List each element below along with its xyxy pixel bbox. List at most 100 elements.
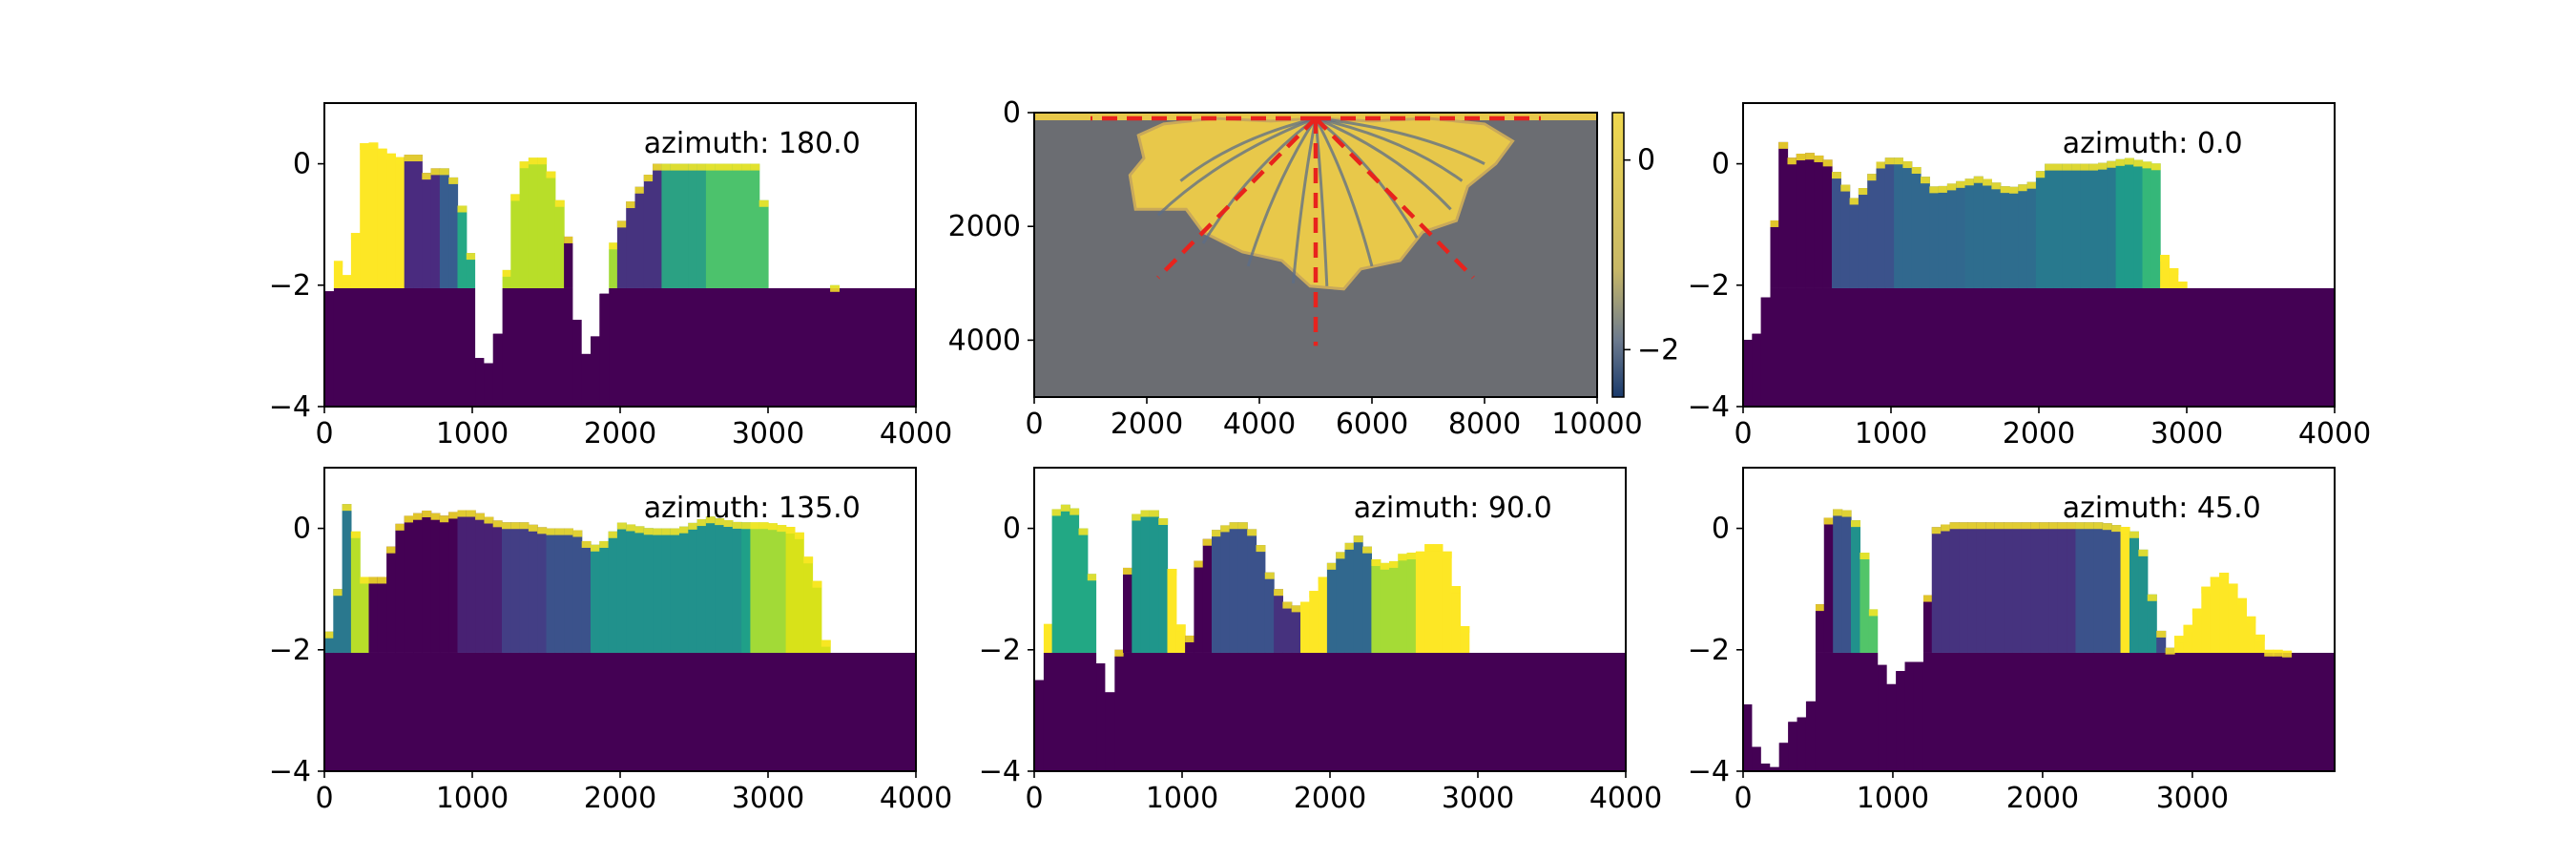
x-tick-label: 3000 <box>732 417 804 450</box>
strata-column <box>2088 163 2099 288</box>
strata-top <box>2045 163 2055 171</box>
strata-top <box>386 153 396 160</box>
strata-column <box>803 556 814 653</box>
strata-top <box>333 261 343 268</box>
strata-top <box>1132 513 1142 521</box>
strata-top <box>1291 605 1301 613</box>
strata-column <box>457 510 467 653</box>
strata-column <box>1796 154 1806 288</box>
basin-column <box>1752 746 1762 771</box>
strata-column <box>2147 594 2157 653</box>
strata-column <box>599 540 610 653</box>
strata-top <box>395 523 405 531</box>
strata-column <box>616 522 627 653</box>
strata-column <box>2156 630 2167 653</box>
strata-top <box>528 524 538 532</box>
strata-top <box>360 142 370 150</box>
strata-top <box>404 155 414 162</box>
strata-column <box>1194 560 1204 653</box>
void-column <box>1797 468 1807 718</box>
strata-column <box>333 261 343 288</box>
x-tick-label: 1000 <box>1146 782 1218 815</box>
strata-column <box>1078 528 1089 653</box>
channel-path <box>1314 117 1329 286</box>
strata-top <box>785 527 796 534</box>
strata-column <box>2080 163 2090 288</box>
strata-top <box>777 525 787 533</box>
strata-top <box>2030 522 2041 530</box>
strata-column <box>670 163 680 288</box>
strata-top <box>377 148 387 156</box>
strata-top <box>1380 562 1390 570</box>
strata-top <box>1389 560 1399 568</box>
strata-column <box>1823 517 1834 653</box>
y-tick-label: 0 <box>1003 513 1021 546</box>
void-column <box>1896 468 1906 672</box>
strata-column <box>732 521 742 653</box>
strata-column <box>777 525 787 653</box>
strata-top <box>537 157 548 165</box>
strata-top <box>705 163 716 171</box>
strata-column <box>758 522 769 653</box>
strata-column <box>2039 522 2049 653</box>
strata-column <box>1087 574 1097 653</box>
strata-column <box>2009 186 2019 288</box>
strata-top <box>475 513 485 520</box>
strata-top <box>2273 649 2283 657</box>
strata-top <box>492 520 503 528</box>
strata-top <box>2057 522 2067 530</box>
strata-top <box>1326 562 1337 570</box>
y-tick-label: 0 <box>1003 96 1021 130</box>
x-tick-label: 0 <box>1025 782 1043 815</box>
strata-top <box>2201 586 2212 594</box>
strata-column <box>1237 522 1248 653</box>
x-tick-label: 4000 <box>1589 782 1662 815</box>
strata-column <box>2174 636 2185 653</box>
strata-top <box>1867 174 1878 181</box>
azimuth-annotation: azimuth: 135.0 <box>644 492 861 525</box>
axes-frame <box>1742 467 2336 772</box>
strata-top <box>2264 649 2275 657</box>
strata-top <box>342 504 352 512</box>
strata-column <box>1406 553 1417 653</box>
strata-top <box>670 163 680 171</box>
strata-column <box>554 528 565 653</box>
strata-top <box>696 519 707 527</box>
strata-top <box>1087 574 1097 581</box>
strata-column <box>2183 624 2193 653</box>
basin-column <box>475 358 485 407</box>
strata-column <box>466 510 476 653</box>
strata-column <box>794 532 804 653</box>
void-column <box>484 103 494 364</box>
strata-column <box>2133 159 2144 288</box>
strata-column <box>2254 634 2265 653</box>
strata-top <box>608 242 618 250</box>
strata-column <box>502 522 511 653</box>
y-tick-label: 2000 <box>948 210 1021 243</box>
strata-top <box>2012 522 2023 530</box>
strata-column <box>608 242 618 288</box>
strata-top <box>1344 542 1355 550</box>
strata-column <box>741 163 751 288</box>
x-tick-label: 3000 <box>2156 782 2229 815</box>
strata-column <box>750 522 760 653</box>
strata-top <box>768 523 778 531</box>
strata-column <box>564 236 573 288</box>
strata-top <box>422 173 432 180</box>
basin-fill <box>324 652 916 771</box>
basin-column <box>492 333 503 407</box>
strata-top <box>350 531 361 538</box>
strata-column <box>812 580 822 653</box>
strata-top <box>2021 522 2031 530</box>
strata-top <box>715 163 725 171</box>
strata-top <box>537 527 548 534</box>
strata-column <box>591 544 600 653</box>
strata-top <box>422 510 432 517</box>
strata-top <box>2080 163 2090 171</box>
colorbar-tick-label: 0 <box>1637 144 1655 178</box>
strata-top <box>2177 281 2188 288</box>
strata-top <box>1406 553 1417 560</box>
x-tick-label: 0 <box>1734 417 1752 450</box>
channel-path <box>1156 116 1317 217</box>
strata-top <box>1185 635 1195 642</box>
